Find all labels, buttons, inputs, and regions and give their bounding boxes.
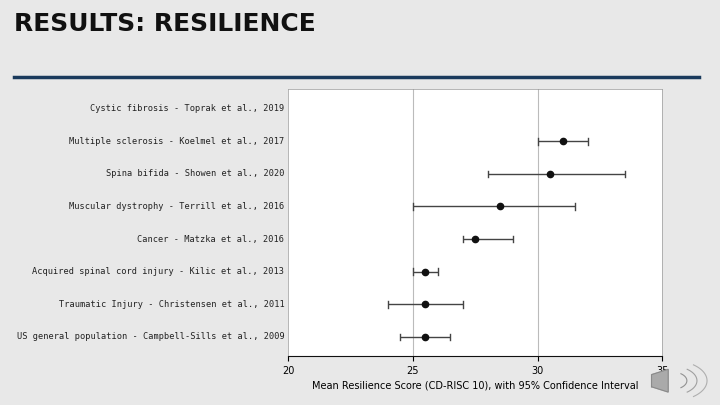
X-axis label: Mean Resilience Score (CD-RISC 10), with 95% Confidence Interval: Mean Resilience Score (CD-RISC 10), with… bbox=[312, 380, 639, 390]
Text: Multiple sclerosis - Koelmel et al., 2017: Multiple sclerosis - Koelmel et al., 201… bbox=[69, 137, 284, 146]
Text: Muscular dystrophy - Terrill et al., 2016: Muscular dystrophy - Terrill et al., 201… bbox=[69, 202, 284, 211]
Text: RESULTS: RESILIENCE: RESULTS: RESILIENCE bbox=[14, 12, 316, 36]
Text: Traumatic Injury - Christensen et al., 2011: Traumatic Injury - Christensen et al., 2… bbox=[58, 300, 284, 309]
Text: Acquired spinal cord injury - Kilic et al., 2013: Acquired spinal cord injury - Kilic et a… bbox=[32, 267, 284, 276]
Text: US general population - Campbell-Sills et al., 2009: US general population - Campbell-Sills e… bbox=[17, 333, 284, 341]
Text: Cancer - Matzka et al., 2016: Cancer - Matzka et al., 2016 bbox=[138, 234, 284, 243]
Text: Cystic fibrosis - Toprak et al., 2019: Cystic fibrosis - Toprak et al., 2019 bbox=[90, 104, 284, 113]
Polygon shape bbox=[652, 369, 668, 392]
Text: Spina bifida - Showen et al., 2020: Spina bifida - Showen et al., 2020 bbox=[106, 169, 284, 178]
